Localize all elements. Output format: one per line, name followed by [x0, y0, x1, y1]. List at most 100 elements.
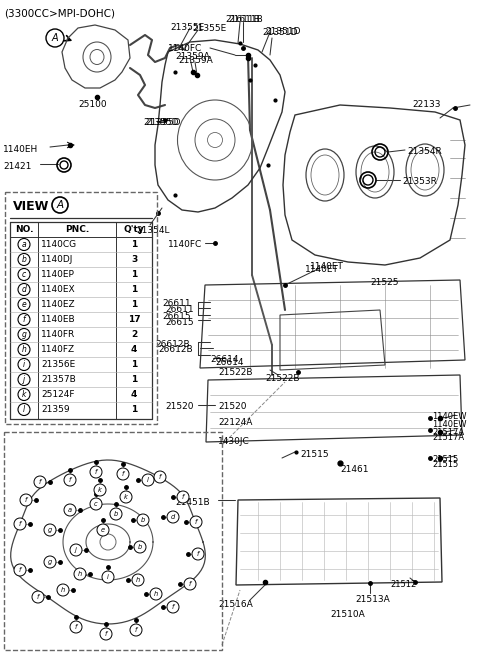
Text: f: f: [75, 624, 77, 630]
Text: 26615: 26615: [162, 312, 191, 321]
Text: 1: 1: [131, 240, 137, 249]
Text: 21351D: 21351D: [262, 28, 298, 37]
Text: h: h: [154, 591, 158, 597]
Circle shape: [167, 511, 179, 523]
Circle shape: [44, 556, 56, 568]
Text: 1140FC: 1140FC: [168, 240, 202, 249]
Text: 21611B: 21611B: [228, 15, 263, 24]
Circle shape: [94, 484, 106, 496]
Circle shape: [18, 253, 30, 265]
Text: 2: 2: [131, 330, 137, 339]
Circle shape: [154, 471, 166, 483]
Text: VIEW: VIEW: [13, 200, 49, 213]
Text: i: i: [107, 574, 109, 580]
Circle shape: [120, 491, 132, 503]
Text: 26614: 26614: [215, 358, 243, 367]
Text: c: c: [22, 270, 26, 279]
Text: l: l: [147, 477, 149, 483]
Circle shape: [184, 578, 196, 590]
Text: k: k: [22, 390, 26, 399]
Text: j: j: [75, 547, 77, 553]
Text: f: f: [135, 627, 137, 633]
Circle shape: [18, 329, 30, 341]
Text: NO.: NO.: [15, 225, 33, 234]
Text: 1: 1: [131, 405, 137, 414]
Circle shape: [110, 508, 122, 520]
Text: 26611: 26611: [162, 299, 191, 308]
Text: g: g: [22, 330, 26, 339]
Text: 1: 1: [131, 270, 137, 279]
Text: 21512: 21512: [390, 580, 416, 589]
Text: h: h: [61, 587, 65, 593]
Circle shape: [150, 588, 162, 600]
Circle shape: [18, 373, 30, 386]
Text: 26614: 26614: [210, 355, 239, 364]
Circle shape: [18, 343, 30, 356]
Text: 21517A: 21517A: [432, 428, 464, 437]
Text: c: c: [94, 501, 98, 507]
Text: 21520: 21520: [165, 402, 193, 411]
Text: 21355E: 21355E: [192, 24, 226, 33]
Text: 1: 1: [131, 360, 137, 369]
Text: 1140FC: 1140FC: [168, 44, 202, 53]
Text: a: a: [22, 240, 26, 249]
Text: Q'ty: Q'ty: [124, 225, 144, 234]
Text: k: k: [124, 494, 128, 500]
Text: f: f: [122, 471, 124, 477]
Text: 26615: 26615: [165, 318, 193, 327]
Text: f: f: [95, 469, 97, 475]
Text: 1140ET: 1140ET: [305, 265, 339, 274]
Text: f: f: [197, 551, 199, 557]
Text: 17: 17: [128, 315, 140, 324]
Circle shape: [90, 498, 102, 510]
Text: 1140FZ: 1140FZ: [41, 345, 75, 354]
Text: 1140ET: 1140ET: [310, 262, 344, 271]
Circle shape: [177, 491, 189, 503]
Circle shape: [70, 621, 82, 633]
Text: e: e: [22, 300, 26, 309]
Text: 1: 1: [131, 285, 137, 294]
Text: 21516A: 21516A: [218, 600, 253, 609]
Circle shape: [32, 591, 44, 603]
Text: b: b: [138, 544, 142, 550]
Text: f: f: [25, 497, 27, 503]
Text: f: f: [23, 315, 25, 324]
Text: 1430JC: 1430JC: [218, 437, 250, 446]
Circle shape: [52, 197, 68, 213]
Text: g: g: [48, 527, 52, 533]
Text: 21611B: 21611B: [225, 15, 260, 24]
Text: 21515: 21515: [300, 450, 329, 459]
Text: f: f: [182, 494, 184, 500]
Circle shape: [34, 476, 46, 488]
Text: 21525: 21525: [370, 278, 398, 287]
Text: h: h: [136, 577, 140, 583]
Circle shape: [134, 541, 146, 553]
Text: f: f: [172, 604, 174, 610]
Text: 21353R: 21353R: [402, 177, 437, 186]
Circle shape: [46, 29, 64, 47]
Text: 1: 1: [131, 300, 137, 309]
Text: 1140EZ: 1140EZ: [41, 300, 76, 309]
Text: 1140DJ: 1140DJ: [41, 255, 73, 264]
Text: 21357B: 21357B: [41, 375, 76, 384]
Text: 22133: 22133: [412, 100, 441, 109]
Circle shape: [14, 518, 26, 530]
Text: 1140EX: 1140EX: [41, 285, 76, 294]
Text: 21520: 21520: [218, 402, 247, 411]
Circle shape: [117, 468, 129, 480]
Text: 21355D: 21355D: [143, 118, 179, 127]
Text: 1140EW: 1140EW: [432, 412, 467, 421]
Circle shape: [190, 516, 202, 528]
Circle shape: [137, 514, 149, 526]
Text: f: f: [37, 594, 39, 600]
Text: 21513A: 21513A: [355, 595, 390, 604]
Text: 21421: 21421: [3, 162, 31, 171]
Text: 21355E: 21355E: [170, 23, 204, 32]
Text: A: A: [57, 200, 63, 210]
Text: 21517A: 21517A: [432, 433, 464, 442]
Circle shape: [18, 269, 30, 280]
Text: 26612B: 26612B: [158, 345, 192, 354]
Text: 21461: 21461: [340, 465, 369, 474]
Text: 21351D: 21351D: [265, 27, 300, 36]
Text: 1: 1: [131, 375, 137, 384]
